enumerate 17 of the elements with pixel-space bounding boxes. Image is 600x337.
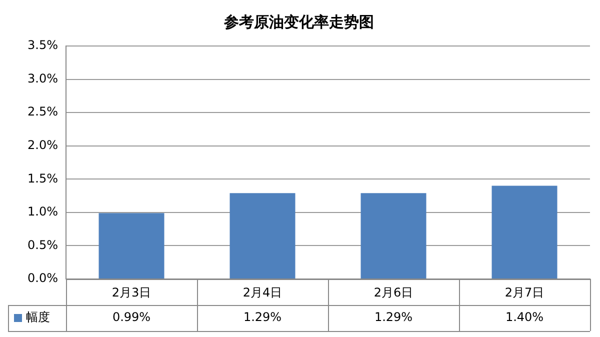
y-tick-label: 0.5%: [28, 238, 58, 252]
y-tick-label: 1.5%: [28, 171, 58, 186]
bar: [98, 213, 164, 278]
x-tick-label: 2月6日: [374, 285, 414, 300]
x-tick-label: 2月7日: [504, 285, 544, 300]
y-tick-label: 3.5%: [28, 38, 58, 52]
bar: [492, 186, 558, 278]
y-tick-label: 1.0%: [28, 204, 58, 219]
y-tick-label: 0.0%: [28, 271, 58, 286]
x-tick-label: 2月3日: [112, 285, 152, 300]
y-tick-label: 3.0%: [28, 71, 58, 86]
y-tick-label: 2.0%: [28, 138, 58, 152]
bar: [230, 193, 296, 278]
x-tick-label: 2月4日: [242, 285, 282, 300]
y-tick-label: 2.5%: [28, 104, 58, 119]
chart-title: 参考原油变化率走势图: [223, 12, 374, 31]
bar: [360, 193, 426, 278]
